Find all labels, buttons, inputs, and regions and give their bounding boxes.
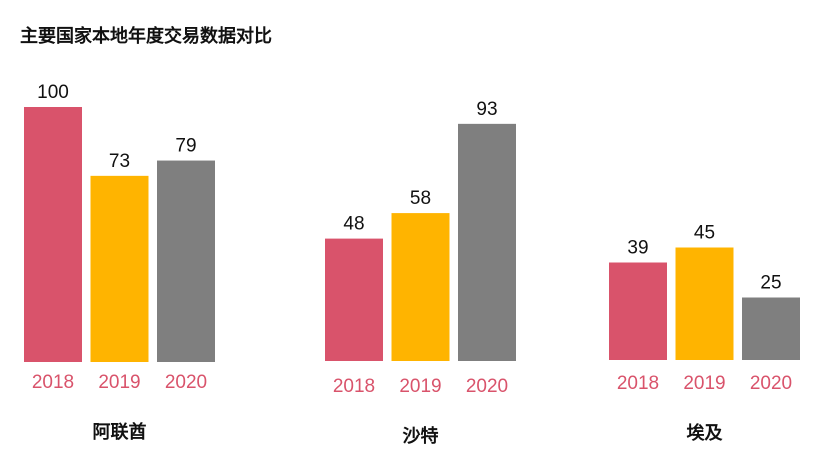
chart-group-2: 39 2018 45 2019 25 2020 埃及: [609, 223, 800, 443]
tick-label-1-2018: 2018: [333, 376, 375, 397]
chart-title: 主要国家本地年度交易数据对比: [20, 26, 272, 47]
data-label-0-2020: 79: [175, 136, 196, 157]
chart-group-1: 48 2018 58 2019 93 2020 沙特: [325, 99, 516, 446]
bar-0-2019: [90, 175, 149, 362]
bar-1-2018: [325, 238, 383, 361]
tick-label-2-2020: 2020: [750, 373, 792, 394]
tick-label-0-2018: 2018: [32, 372, 74, 393]
bar-2-2020: [742, 297, 800, 360]
tick-label-0-2019: 2019: [98, 372, 140, 393]
data-label-0-2018: 100: [37, 82, 69, 103]
data-label-0-2019: 73: [109, 151, 130, 172]
data-label-1-2018: 48: [343, 214, 364, 235]
chart-group-0: 100 2018 73 2019 79 2020 阿联酋: [24, 82, 215, 442]
data-label-1-2019: 58: [410, 188, 431, 209]
tick-label-1-2020: 2020: [466, 376, 508, 397]
group-label-0: 阿联酋: [93, 421, 147, 442]
group-label-2: 埃及: [687, 422, 724, 443]
tick-label-2-2019: 2019: [683, 373, 725, 394]
bar-0-2018: [24, 107, 82, 362]
bar-2-2018: [609, 262, 667, 360]
tick-label-0-2020: 2020: [165, 372, 207, 393]
group-label-1: 沙特: [403, 425, 439, 446]
tick-label-2-2018: 2018: [617, 373, 659, 394]
bar-2-2019: [675, 247, 734, 360]
data-label-2-2019: 45: [694, 223, 715, 244]
data-label-2-2020: 25: [760, 273, 781, 294]
data-label-1-2020: 93: [476, 99, 497, 120]
data-label-2-2018: 39: [627, 238, 648, 259]
bar-1-2020: [458, 123, 516, 361]
tick-label-1-2019: 2019: [399, 376, 441, 397]
bar-0-2020: [157, 160, 215, 362]
bar-1-2019: [391, 213, 450, 361]
